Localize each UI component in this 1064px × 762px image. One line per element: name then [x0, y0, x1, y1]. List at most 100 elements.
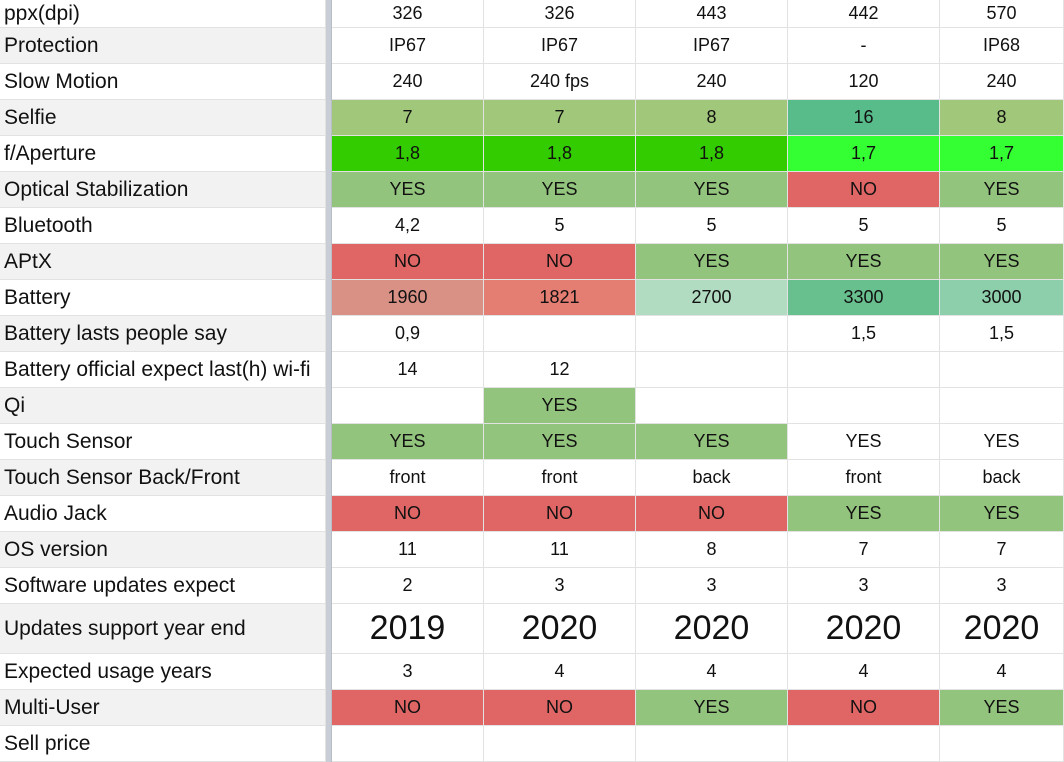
table-cell[interactable]: 16 — [788, 100, 940, 136]
frozen-column-divider[interactable] — [326, 568, 332, 604]
table-cell[interactable]: 1,7 — [788, 136, 940, 172]
frozen-column-divider[interactable] — [326, 172, 332, 208]
table-cell[interactable]: 3 — [332, 654, 484, 690]
row-label[interactable]: Battery — [0, 280, 326, 316]
table-cell[interactable]: front — [484, 460, 636, 496]
table-cell[interactable]: front — [332, 460, 484, 496]
frozen-column-divider[interactable] — [326, 28, 332, 64]
table-cell[interactable]: 1,7 — [940, 136, 1064, 172]
table-cell[interactable]: 7 — [484, 100, 636, 136]
table-cell[interactable]: 3 — [484, 568, 636, 604]
table-cell[interactable]: NO — [484, 244, 636, 280]
table-cell[interactable]: 11 — [332, 532, 484, 568]
table-cell[interactable]: 4 — [484, 654, 636, 690]
table-cell[interactable] — [788, 388, 940, 424]
frozen-column-divider[interactable] — [326, 460, 332, 496]
frozen-column-divider[interactable] — [326, 424, 332, 460]
table-cell[interactable]: 2700 — [636, 280, 788, 316]
table-cell[interactable]: IP68 — [940, 28, 1064, 64]
table-cell[interactable]: 326 — [484, 0, 636, 28]
frozen-column-divider[interactable] — [326, 100, 332, 136]
table-cell[interactable]: 7 — [332, 100, 484, 136]
table-cell[interactable]: IP67 — [332, 28, 484, 64]
table-cell[interactable]: 570 — [940, 0, 1064, 28]
table-cell[interactable]: 1960 — [332, 280, 484, 316]
table-cell[interactable]: YES — [636, 424, 788, 460]
table-cell[interactable]: 8 — [940, 100, 1064, 136]
row-label[interactable]: Protection — [0, 28, 326, 64]
table-cell[interactable]: 11 — [484, 532, 636, 568]
table-cell[interactable]: YES — [484, 172, 636, 208]
table-cell[interactable]: YES — [636, 244, 788, 280]
table-cell[interactable]: 240 fps — [484, 64, 636, 100]
table-cell[interactable]: 3000 — [940, 280, 1064, 316]
table-cell[interactable]: YES — [484, 424, 636, 460]
table-cell[interactable]: 5 — [484, 208, 636, 244]
table-cell[interactable]: 14 — [332, 352, 484, 388]
table-cell[interactable]: 443 — [636, 0, 788, 28]
table-cell[interactable]: 326 — [332, 0, 484, 28]
table-cell[interactable]: YES — [636, 172, 788, 208]
table-cell[interactable]: 3300 — [788, 280, 940, 316]
table-cell[interactable]: 7 — [788, 532, 940, 568]
table-cell[interactable]: 8 — [636, 532, 788, 568]
table-cell[interactable]: YES — [636, 690, 788, 726]
table-cell[interactable]: 0,9 — [332, 316, 484, 352]
row-label[interactable]: f/Aperture — [0, 136, 326, 172]
frozen-column-divider[interactable] — [326, 244, 332, 280]
table-cell[interactable] — [332, 388, 484, 424]
table-cell[interactable]: 12 — [484, 352, 636, 388]
row-label[interactable]: Audio Jack — [0, 496, 326, 532]
table-cell[interactable]: 240 — [636, 64, 788, 100]
table-cell[interactable]: IP67 — [484, 28, 636, 64]
row-label[interactable]: OS version — [0, 532, 326, 568]
table-cell[interactable] — [484, 726, 636, 762]
table-cell[interactable]: front — [788, 460, 940, 496]
table-cell[interactable]: 1821 — [484, 280, 636, 316]
table-cell[interactable]: 3 — [788, 568, 940, 604]
table-cell[interactable]: NO — [484, 496, 636, 532]
row-label[interactable]: Battery lasts people say — [0, 316, 326, 352]
table-cell[interactable]: YES — [940, 172, 1064, 208]
table-cell[interactable]: NO — [484, 690, 636, 726]
table-cell[interactable]: NO — [788, 690, 940, 726]
row-label[interactable]: Software updates expect — [0, 568, 326, 604]
table-cell[interactable] — [940, 726, 1064, 762]
row-label[interactable]: Bluetooth — [0, 208, 326, 244]
table-cell[interactable]: NO — [332, 496, 484, 532]
table-cell[interactable]: 3 — [940, 568, 1064, 604]
table-cell[interactable]: YES — [332, 424, 484, 460]
table-cell[interactable]: 5 — [940, 208, 1064, 244]
frozen-column-divider[interactable] — [326, 690, 332, 726]
table-cell[interactable]: 1,5 — [940, 316, 1064, 352]
table-cell[interactable]: back — [636, 460, 788, 496]
frozen-column-divider[interactable] — [326, 388, 332, 424]
table-cell[interactable] — [484, 316, 636, 352]
frozen-column-divider[interactable] — [326, 280, 332, 316]
row-label[interactable]: Touch Sensor — [0, 424, 326, 460]
frozen-column-divider[interactable] — [326, 136, 332, 172]
row-label[interactable]: Multi-User — [0, 690, 326, 726]
table-cell[interactable]: YES — [484, 388, 636, 424]
table-cell[interactable]: YES — [332, 172, 484, 208]
row-label[interactable]: ppx(dpi) — [0, 0, 326, 28]
table-cell[interactable]: 442 — [788, 0, 940, 28]
table-cell[interactable] — [940, 388, 1064, 424]
table-cell[interactable]: 2020 — [636, 604, 788, 654]
frozen-column-divider[interactable] — [326, 654, 332, 690]
frozen-column-divider[interactable] — [326, 532, 332, 568]
frozen-column-divider[interactable] — [326, 64, 332, 100]
table-cell[interactable]: 4 — [636, 654, 788, 690]
table-cell[interactable]: YES — [940, 496, 1064, 532]
table-cell[interactable]: YES — [788, 496, 940, 532]
table-cell[interactable]: 2019 — [332, 604, 484, 654]
table-cell[interactable]: 8 — [636, 100, 788, 136]
table-cell[interactable]: 4,2 — [332, 208, 484, 244]
table-cell[interactable]: 120 — [788, 64, 940, 100]
row-label[interactable]: Sell price — [0, 726, 326, 762]
frozen-column-divider[interactable] — [326, 496, 332, 532]
table-cell[interactable]: 5 — [788, 208, 940, 244]
table-cell[interactable]: 240 — [332, 64, 484, 100]
row-label[interactable]: Slow Motion — [0, 64, 326, 100]
table-cell[interactable]: 1,8 — [484, 136, 636, 172]
